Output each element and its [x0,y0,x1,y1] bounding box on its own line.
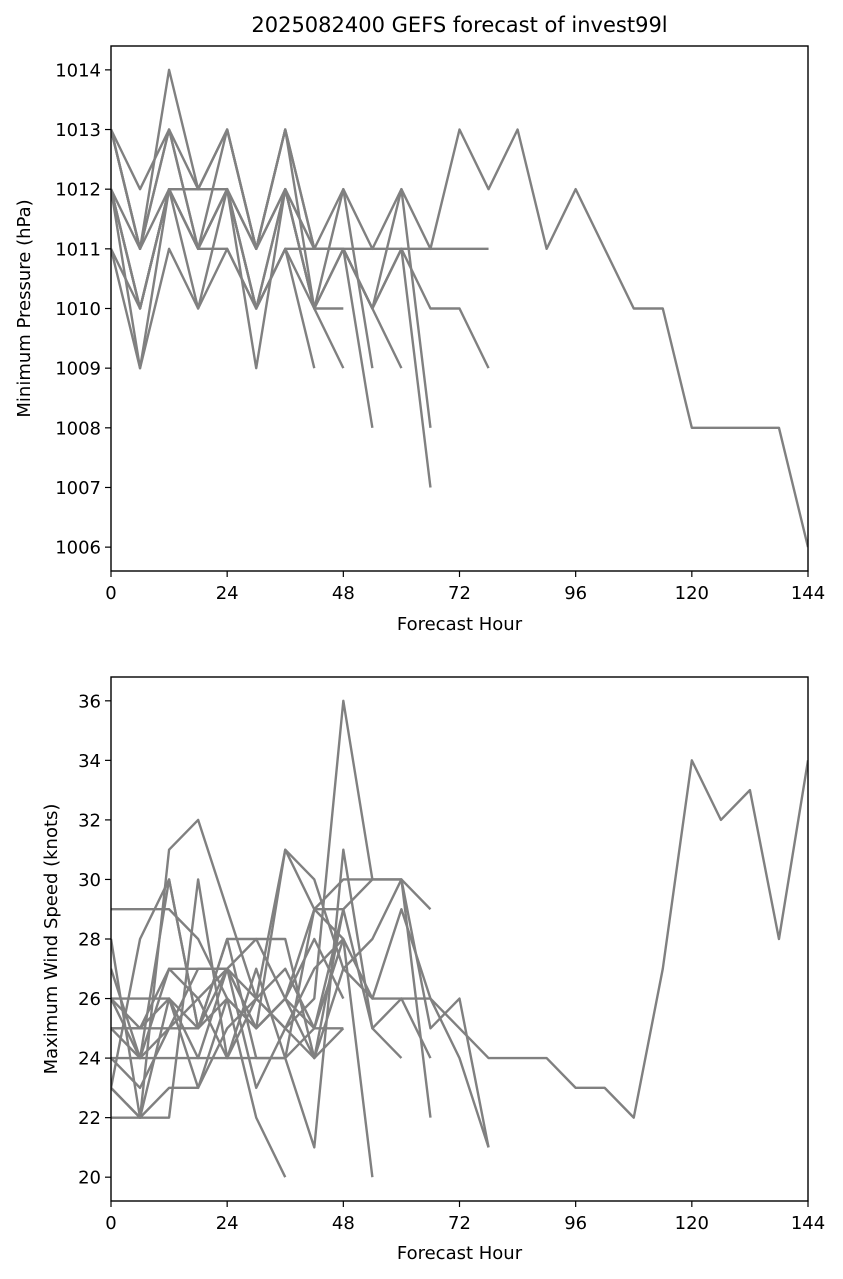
wind-y-tick-label: 22 [78,1108,101,1129]
pressure-member-line-11 [111,128,344,310]
pressure-y-tick-label: 1007 [55,478,101,499]
wind-member-line-14 [111,909,345,1119]
pressure-y-ticks: 1006 1007 1008 1009 1010 1011 1012 1013 1014 [55,60,111,559]
wind-member-line-11 [111,937,345,1060]
wind-x-axis-label: Forecast Hour [397,1243,523,1264]
wind-y-tick-label: 28 [78,930,101,951]
pressure-x-ticks: 0 24 48 72 96 120 144 [105,571,825,604]
wind-member-line-3 [111,967,490,1148]
wind-series-group [111,699,808,1178]
wind-member-line-15 [111,937,345,1060]
wind-x-tick-label: 48 [332,1213,355,1234]
pressure-member-line-1 [111,128,808,548]
wind-chart: 0 24 48 72 96 120 144 20 22 24 26 28 30 32 34 36 Forec… [41,676,825,1264]
pressure-x-tick-label: 0 [105,583,116,604]
wind-y-tick-label: 20 [78,1168,101,1189]
pressure-x-tick-label: 144 [791,583,825,604]
pressure-y-axis-label: Minimum Pressure (hPa) [14,199,35,417]
pressure-y-tick-label: 1009 [55,359,101,380]
wind-y-tick-label: 26 [78,989,101,1010]
pressure-x-tick-label: 24 [216,583,239,604]
pressure-series-group [111,68,808,548]
pressure-y-tick-label: 1008 [55,418,101,439]
pressure-x-axis-label: Forecast Hour [397,614,523,635]
wind-y-ticks: 20 22 24 26 28 30 32 34 36 [78,691,111,1189]
pressure-x-tick-label: 48 [332,583,355,604]
pressure-y-tick-label: 1013 [55,120,101,141]
wind-y-tick-label: 32 [78,810,101,831]
wind-plot-frame [110,676,809,1202]
pressure-chart: 0 24 48 72 96 120 144 1006 1007 1008 1009 1010 1011… [14,45,825,635]
pressure-y-tick-label: 1011 [55,239,101,260]
pressure-y-tick-label: 1012 [55,180,101,201]
pressure-x-tick-label: 72 [448,583,471,604]
wind-x-ticks: 0 24 48 72 96 120 144 [105,1201,825,1234]
pressure-y-tick-label: 1006 [55,538,101,559]
pressure-member-line-10 [111,187,316,369]
pressure-y-tick-label: 1014 [55,60,101,81]
wind-y-tick-label: 24 [78,1049,101,1070]
wind-x-tick-label: 72 [448,1213,471,1234]
wind-member-line-5 [111,818,432,1119]
wind-member-line-1 [111,759,808,1119]
wind-x-tick-label: 0 [105,1213,116,1234]
pressure-x-tick-label: 96 [564,583,587,604]
wind-y-axis-label: Maximum Wind Speed (knots) [41,804,62,1075]
wind-x-tick-label: 24 [216,1213,239,1234]
wind-member-line-8 [111,878,374,1178]
wind-y-tick-label: 36 [78,691,101,712]
wind-x-tick-label: 96 [564,1213,587,1234]
wind-x-tick-label: 144 [791,1213,825,1234]
pressure-y-tick-label: 1010 [55,299,101,320]
wind-x-tick-label: 120 [675,1213,709,1234]
figure-title: 2025082400 GEFS forecast of invest99l [251,13,667,37]
wind-y-tick-label: 30 [78,870,101,891]
pressure-x-tick-label: 120 [675,583,709,604]
wind-y-tick-label: 34 [78,751,101,772]
